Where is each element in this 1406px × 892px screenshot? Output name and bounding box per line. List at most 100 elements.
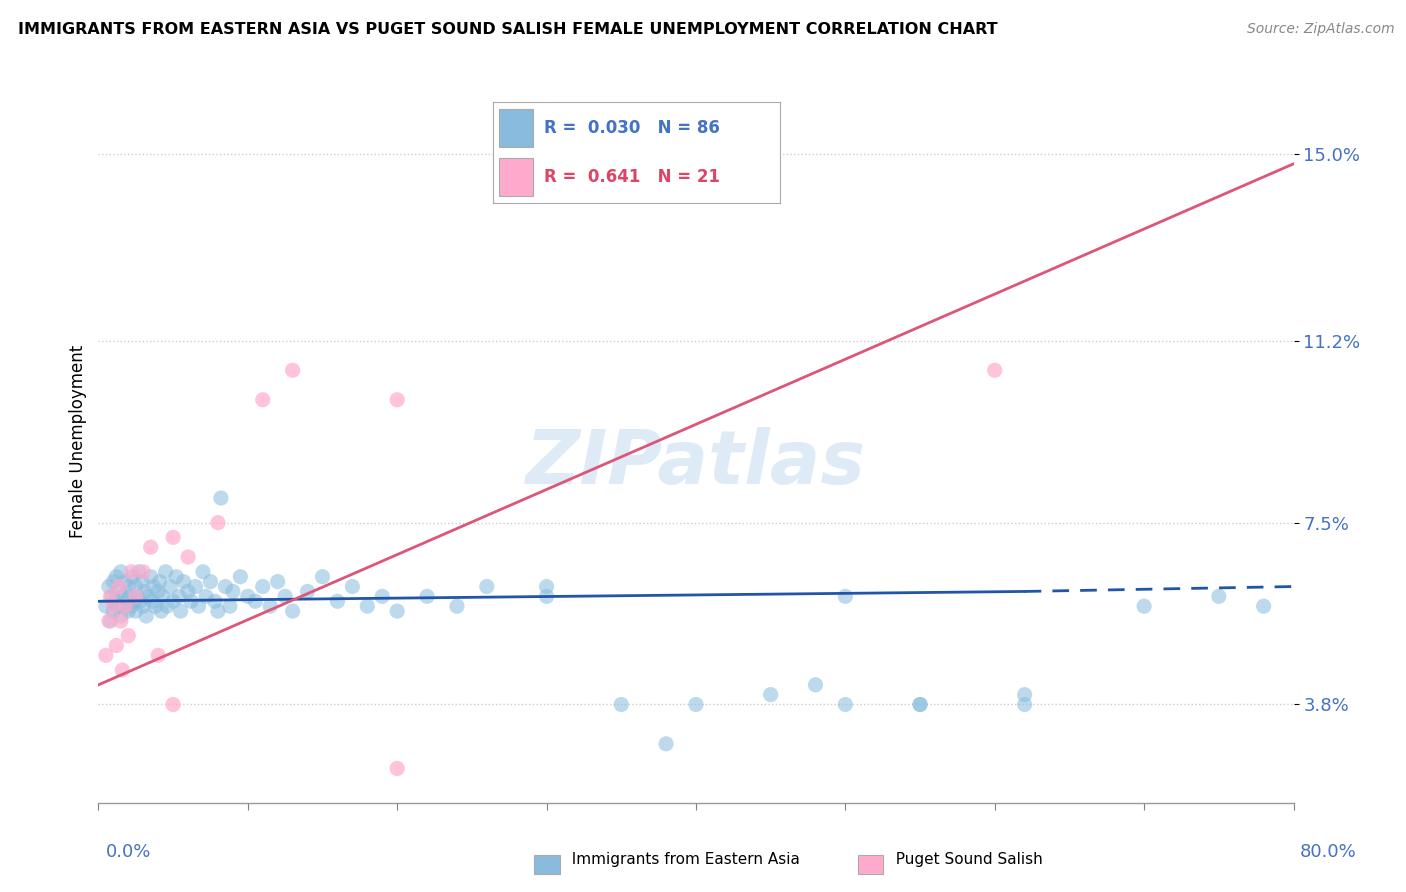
Point (180, 594, 202, 608)
Point (371, 590, 394, 604)
Text: Puget Sound Salish: Puget Sound Salish (886, 853, 1042, 867)
Point (121, 570, 143, 584)
Point (1014, 688, 1036, 702)
Point (200, 574, 222, 589)
Point (236, 590, 259, 604)
Point (110, 565, 132, 579)
Point (114, 599, 136, 614)
Point (1253, 599, 1275, 614)
Point (908, 698, 931, 712)
Point (155, 565, 177, 579)
Point (107, 599, 129, 614)
Point (97, 580, 120, 594)
Point (125, 604, 148, 618)
Point (125, 590, 148, 604)
Point (1133, 599, 1156, 614)
Point (204, 594, 226, 608)
Point (139, 570, 162, 584)
Point (98, 614, 122, 628)
Point (229, 570, 252, 584)
Point (385, 761, 409, 775)
Point (207, 516, 229, 530)
Point (118, 590, 141, 604)
Point (98, 590, 122, 604)
Point (297, 584, 319, 599)
Point (536, 590, 558, 604)
Point (252, 580, 274, 594)
Point (385, 392, 409, 407)
Point (984, 363, 1007, 377)
Point (184, 580, 207, 594)
Point (219, 599, 242, 614)
Point (214, 580, 236, 594)
Point (195, 590, 218, 604)
Point (128, 565, 150, 579)
Point (311, 570, 333, 584)
Point (1208, 590, 1230, 604)
Point (148, 584, 170, 599)
Point (187, 599, 209, 614)
Point (536, 580, 558, 594)
Point (342, 580, 364, 594)
Point (162, 594, 184, 608)
Point (159, 580, 181, 594)
Point (120, 599, 142, 614)
Point (326, 594, 349, 608)
Point (117, 604, 139, 618)
Point (103, 574, 125, 589)
Point (125, 580, 148, 594)
Point (446, 599, 468, 614)
Text: ZIPatlas: ZIPatlas (526, 426, 866, 500)
Point (115, 594, 138, 608)
Point (127, 590, 149, 604)
Point (245, 594, 267, 608)
Point (149, 574, 172, 589)
Point (156, 599, 179, 614)
Point (139, 540, 162, 554)
Point (112, 599, 135, 614)
Point (177, 584, 200, 599)
Text: IMMIGRANTS FROM EASTERN ASIA VS PUGET SOUND SALISH FEMALE UNEMPLOYMENT CORRELATI: IMMIGRANTS FROM EASTERN ASIA VS PUGET SO… (18, 22, 998, 37)
Text: Source: ZipAtlas.com: Source: ZipAtlas.com (1247, 22, 1395, 37)
Point (94, 648, 117, 663)
Text: 0.0%: 0.0% (105, 843, 150, 861)
Point (685, 698, 707, 712)
Text: Immigrants from Eastern Asia: Immigrants from Eastern Asia (562, 853, 800, 867)
Point (132, 599, 155, 614)
Point (759, 688, 782, 702)
Point (804, 678, 827, 692)
Point (117, 629, 139, 643)
Point (267, 574, 290, 589)
Point (1014, 698, 1036, 712)
Point (191, 565, 214, 579)
Y-axis label: Female Unemployment: Female Unemployment (69, 345, 87, 538)
Point (281, 604, 304, 618)
Point (142, 580, 165, 594)
Point (259, 599, 281, 614)
Point (108, 584, 131, 599)
Point (177, 549, 200, 564)
Point (101, 590, 124, 604)
Point (148, 648, 170, 663)
Point (117, 580, 139, 594)
Point (136, 590, 159, 604)
Point (162, 698, 184, 712)
Point (111, 663, 134, 677)
Point (104, 594, 127, 608)
Point (356, 599, 378, 614)
Point (274, 590, 297, 604)
Point (385, 604, 409, 618)
Point (222, 584, 245, 599)
Point (103, 599, 125, 614)
Point (135, 609, 157, 624)
Point (655, 737, 678, 751)
Point (143, 599, 166, 614)
Point (134, 584, 156, 599)
Point (114, 574, 136, 589)
Point (131, 574, 153, 589)
Point (152, 590, 174, 604)
Point (132, 565, 155, 579)
Point (141, 594, 163, 608)
Point (105, 639, 128, 653)
Point (908, 698, 931, 712)
